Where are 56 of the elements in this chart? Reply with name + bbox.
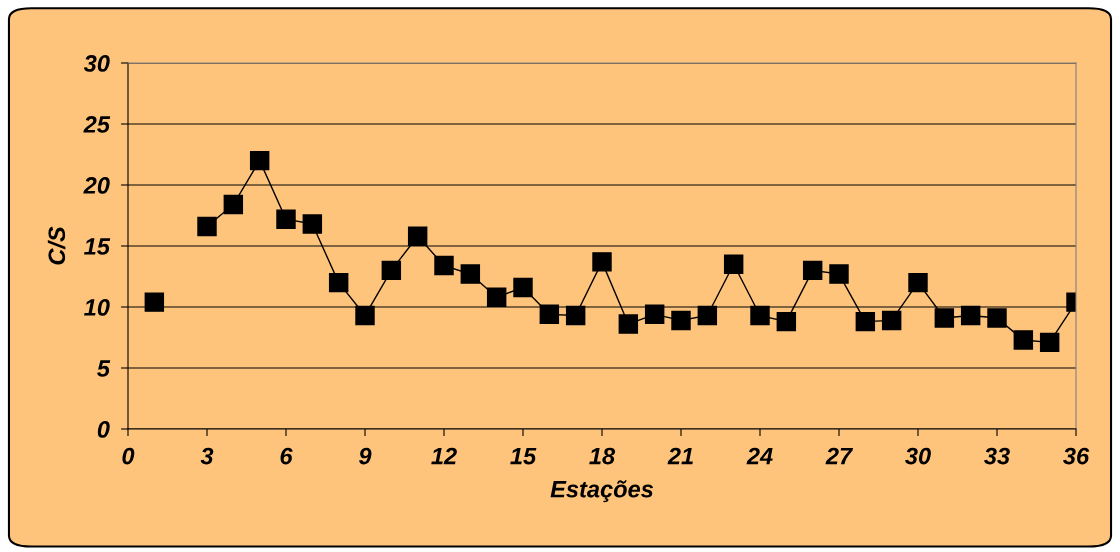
point	[908, 272, 928, 293]
x-tick-label: 21	[667, 447, 693, 465]
point	[776, 311, 797, 332]
point	[539, 304, 560, 325]
point	[197, 216, 217, 237]
point	[434, 255, 454, 276]
point	[671, 310, 691, 331]
y-tick-label: 20	[83, 177, 110, 194]
x-tick-label: 27	[825, 447, 854, 465]
point	[565, 305, 586, 326]
x-tick-label: 18	[589, 447, 616, 465]
y-tick-label: 0	[97, 421, 110, 438]
point	[460, 264, 481, 284]
point	[829, 264, 849, 284]
x-tick-label: 36	[1063, 447, 1090, 465]
x-tick-label: 15	[510, 447, 537, 465]
point	[697, 305, 718, 326]
y-tick-label: 15	[84, 238, 111, 255]
x-axis-title: Estações	[550, 480, 654, 503]
x-tick-label: 30	[905, 447, 931, 465]
x-tick-label: 24	[746, 447, 773, 465]
point	[276, 209, 296, 229]
point	[513, 277, 533, 298]
y-tick-label: 25	[83, 116, 111, 133]
x-tick-label: 12	[431, 447, 457, 465]
point	[328, 272, 349, 293]
point	[750, 305, 770, 326]
point	[1013, 330, 1034, 350]
point	[855, 311, 876, 332]
point	[302, 214, 323, 234]
point	[881, 310, 902, 331]
point	[407, 226, 428, 246]
point	[1039, 332, 1060, 353]
point	[987, 308, 1007, 328]
point	[618, 314, 639, 334]
point	[934, 308, 955, 328]
y-tick-label: 10	[84, 299, 110, 316]
point	[249, 150, 270, 171]
point	[802, 260, 823, 281]
point	[592, 252, 612, 272]
point	[960, 305, 981, 326]
x-tick-label: 3	[200, 447, 214, 465]
point	[723, 254, 744, 275]
point	[144, 292, 165, 312]
y-tick-label: 30	[83, 55, 110, 72]
x-tick-label: 33	[984, 447, 1010, 465]
point	[355, 305, 375, 326]
x-tick-label: 0	[122, 447, 135, 465]
y-axis-title: C/S	[47, 226, 66, 265]
point	[486, 287, 507, 307]
point	[223, 194, 244, 215]
point	[381, 260, 402, 281]
point	[644, 304, 665, 325]
x-tick-label: 9	[358, 447, 372, 465]
x-tick-label: 6	[280, 447, 293, 465]
y-tick-label: 5	[97, 360, 111, 377]
